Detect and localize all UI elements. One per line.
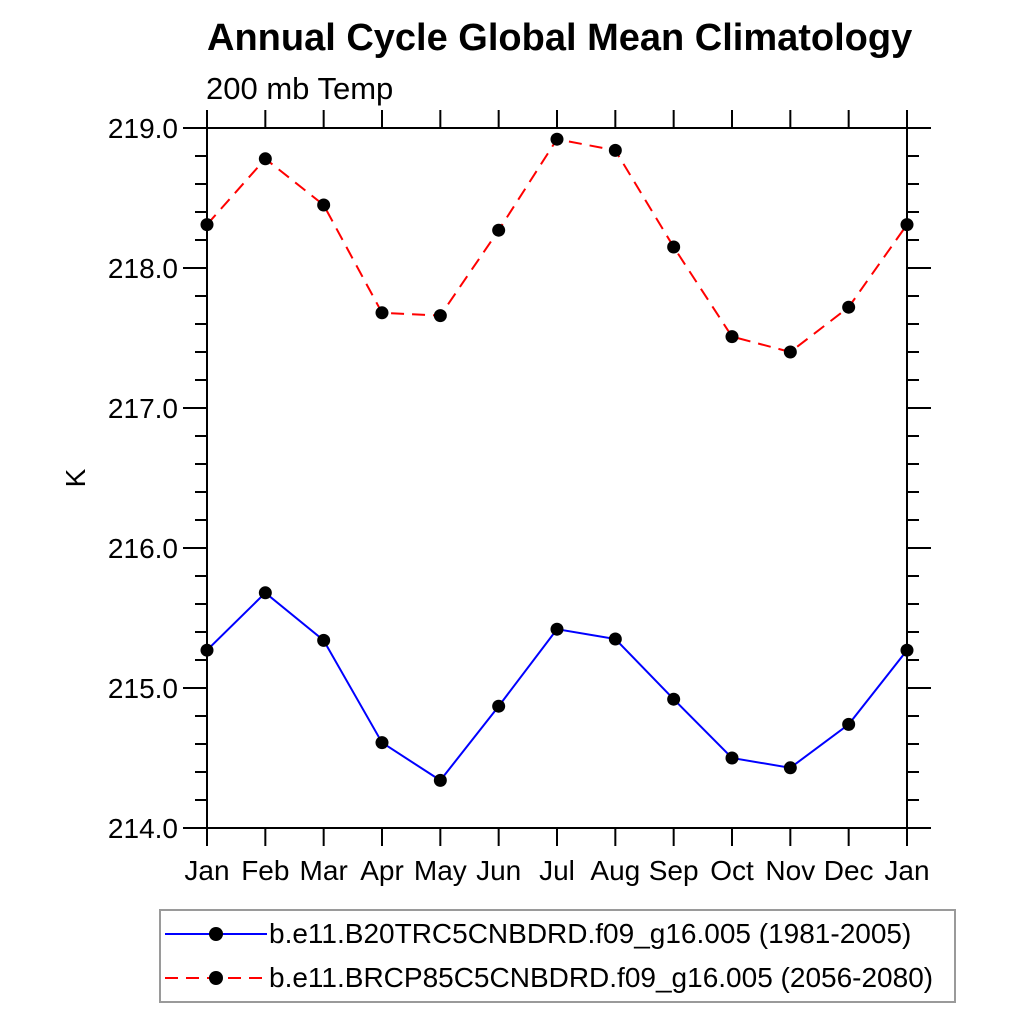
legend-row-rcp85: b.e11.BRCP85C5CNBDRD.f09_g16.005 (2056-2… [161, 956, 954, 1000]
data-point-marker-1 [550, 132, 564, 146]
y-axis-tick-label: 217.0 [108, 393, 178, 424]
x-axis-month-label: Dec [824, 855, 874, 886]
data-point-marker-1 [608, 143, 622, 157]
x-axis-month-label: Aug [590, 855, 640, 886]
data-point-marker-1 [842, 300, 856, 314]
x-axis-month-label: Jun [476, 855, 521, 886]
data-point-marker-0 [783, 761, 797, 775]
data-point-marker-0 [667, 692, 681, 706]
data-point-marker-1 [667, 240, 681, 254]
x-axis-month-label: May [414, 855, 467, 886]
data-point-marker-1 [900, 218, 914, 232]
x-axis-month-label: Jan [884, 855, 929, 886]
chart-title: Annual Cycle Global Mean Climatology [207, 17, 913, 59]
data-point-marker-1 [492, 223, 506, 237]
legend-label-rcp85: b.e11.BRCP85C5CNBDRD.f09_g16.005 (2056-2… [269, 962, 934, 994]
legend-label-historical: b.e11.B20TRC5CNBDRD.f09_g16.005 (1981-20… [269, 917, 912, 949]
data-point-marker-0 [258, 586, 272, 600]
legend-sample-marker-1 [209, 971, 223, 986]
x-axis-month-label: Jan [184, 855, 229, 886]
x-axis-month-label: Oct [710, 855, 754, 886]
y-axis-tick-label: 219.0 [108, 113, 178, 144]
legend-box: b.e11.B20TRC5CNBDRD.f09_g16.005 (1981-20… [159, 909, 956, 1003]
y-axis-tick-label: 215.0 [108, 673, 178, 704]
y-axis-tick-label: 214.0 [108, 813, 178, 844]
data-point-marker-0 [317, 633, 331, 647]
x-axis-month-label: Jul [539, 855, 575, 886]
x-axis-month-label: Nov [765, 855, 815, 886]
data-point-marker-1 [433, 309, 447, 323]
data-point-marker-0 [608, 632, 622, 646]
data-point-marker-1 [317, 198, 331, 212]
data-point-marker-1 [200, 218, 214, 232]
data-point-marker-1 [783, 345, 797, 359]
legend-row-historical: b.e11.B20TRC5CNBDRD.f09_g16.005 (1981-20… [161, 912, 954, 956]
plot-frame [206, 127, 908, 829]
x-axis-month-label: Apr [360, 855, 404, 886]
data-point-marker-0 [200, 643, 214, 657]
x-axis-month-label: Feb [241, 855, 289, 886]
data-point-marker-0 [433, 773, 447, 787]
data-point-marker-1 [375, 306, 389, 320]
series-line-1 [206, 138, 908, 354]
legend-line-sample-historical [165, 926, 267, 941]
data-point-marker-0 [842, 717, 856, 731]
data-point-marker-1 [725, 330, 739, 344]
legend-sample-marker-0 [209, 926, 223, 941]
series-line-0 [206, 591, 908, 782]
data-point-marker-0 [375, 736, 389, 750]
data-point-marker-1 [258, 152, 272, 166]
y-axis-tick-label: 218.0 [108, 253, 178, 284]
x-axis-month-label: Mar [300, 855, 348, 886]
y-axis-tick-label: 216.0 [108, 533, 178, 564]
data-point-marker-0 [492, 699, 506, 713]
x-axis-month-label: Sep [649, 855, 699, 886]
legend-line-sample-rcp85 [165, 971, 267, 986]
data-point-marker-0 [725, 751, 739, 765]
chart-subtitle: 200 mb Temp [206, 71, 394, 106]
data-point-marker-0 [550, 622, 564, 636]
data-point-marker-0 [900, 643, 914, 657]
